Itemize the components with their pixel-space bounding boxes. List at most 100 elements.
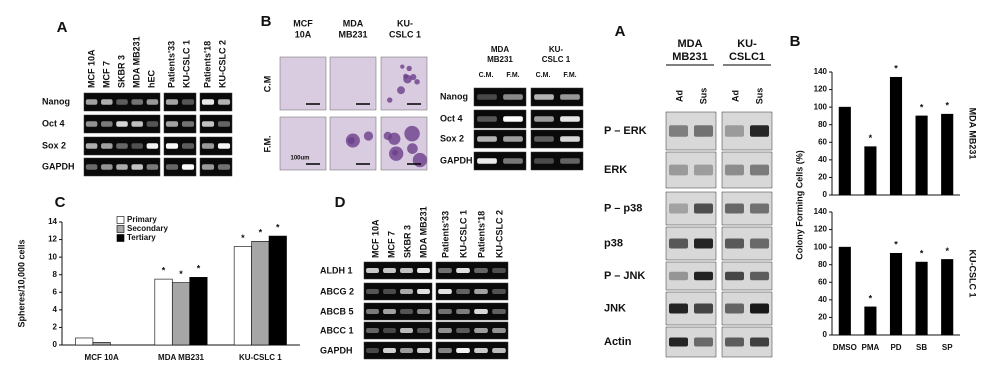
bar <box>251 241 270 346</box>
band <box>201 164 215 170</box>
significance-label: * <box>894 64 898 74</box>
band <box>165 143 179 149</box>
band <box>534 94 554 100</box>
band <box>456 267 470 274</box>
band <box>85 143 98 149</box>
panel-label: D <box>335 194 346 211</box>
y-axis-label: Colony Forming Cells (%) <box>794 150 804 260</box>
band <box>400 267 413 274</box>
significance-label: * <box>920 248 924 258</box>
blot <box>665 151 717 189</box>
gel <box>363 282 433 301</box>
band <box>669 238 688 249</box>
cell <box>363 131 374 141</box>
band <box>217 99 231 105</box>
bar <box>154 278 173 346</box>
group-label: MB231 <box>487 55 513 64</box>
gel <box>530 87 584 107</box>
bar <box>889 76 903 196</box>
lane-label: Patients'33 <box>440 211 450 258</box>
y-tick-label: 14 <box>48 217 57 226</box>
cell <box>389 146 404 161</box>
panel-label: B <box>261 13 272 30</box>
band <box>694 303 713 314</box>
lane-label: KU-CSLC 1 <box>181 40 191 88</box>
y-tick-label: 40 <box>818 295 827 304</box>
band <box>560 158 580 164</box>
gel <box>473 129 527 149</box>
band <box>474 308 488 315</box>
lane-label: Patients'18 <box>476 211 486 258</box>
column-label: KU- <box>397 18 413 28</box>
y-tick-label: 20 <box>818 173 827 182</box>
band <box>503 94 523 100</box>
gel <box>473 151 527 171</box>
group-label: MB231 <box>672 51 707 63</box>
legend-swatch <box>116 225 125 233</box>
band <box>503 136 523 142</box>
band <box>750 337 769 347</box>
band <box>669 164 688 176</box>
significance-label: * <box>241 233 245 243</box>
lane-label: C.M. <box>479 72 494 79</box>
y-tick-label: 0 <box>823 330 828 339</box>
gel <box>363 261 433 280</box>
row-label: ALDH 1 <box>320 265 353 275</box>
bar <box>171 282 191 346</box>
band <box>101 164 113 170</box>
band <box>400 308 413 315</box>
bar <box>941 259 954 336</box>
chart-title: KU-CSLC 1 <box>968 249 978 297</box>
lane-label: Sus <box>698 88 708 105</box>
band <box>366 308 379 315</box>
band <box>116 121 128 127</box>
band <box>383 267 396 274</box>
band <box>181 164 195 170</box>
band <box>750 164 769 176</box>
cell <box>406 65 412 72</box>
y-tick-label: 40 <box>818 155 827 164</box>
row-label: JNK <box>604 302 626 314</box>
band <box>383 308 396 315</box>
band <box>750 271 769 281</box>
column-label: MCF <box>293 18 313 28</box>
gel <box>163 157 197 177</box>
cell <box>403 74 412 84</box>
significance-label: * <box>259 228 263 238</box>
column-label: 10A <box>295 29 312 39</box>
band <box>477 94 497 100</box>
y-tick-label: 80 <box>818 120 827 129</box>
bar <box>864 306 877 336</box>
lane-label: Patients'18 <box>202 41 212 88</box>
bar <box>838 106 851 196</box>
band <box>503 158 523 164</box>
bar <box>864 146 877 196</box>
group-label: CSLC1 <box>729 51 765 63</box>
y-tick-label: 20 <box>818 313 827 322</box>
gel <box>473 87 527 107</box>
band <box>165 121 179 127</box>
lane-label: MDA MB231 <box>131 36 141 88</box>
band <box>750 303 769 314</box>
band <box>534 116 554 122</box>
column-label: MB231 <box>338 29 367 39</box>
cell <box>412 152 428 168</box>
row-label: ABCC 1 <box>320 325 354 335</box>
gel <box>435 341 509 360</box>
band <box>438 308 452 315</box>
significance-label: * <box>869 133 873 143</box>
band <box>560 136 580 142</box>
lane-label: MDA MB231 <box>418 206 428 258</box>
band <box>146 143 159 149</box>
bar <box>189 277 208 346</box>
lane-label: Ad <box>674 90 684 102</box>
row-label: GAPDH <box>320 345 353 355</box>
band <box>366 347 379 354</box>
micrograph <box>279 116 327 171</box>
row-label: C.M <box>262 76 272 93</box>
column-label: MDA <box>343 18 364 28</box>
band <box>146 121 159 127</box>
gel <box>163 136 197 156</box>
y-tick-label: 140 <box>814 67 828 76</box>
